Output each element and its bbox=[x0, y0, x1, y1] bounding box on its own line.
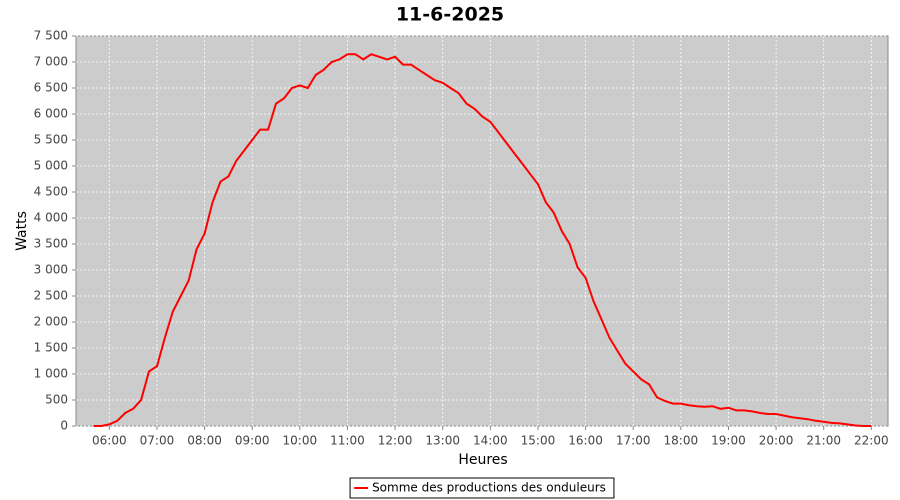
x-tick-label: 22:00 bbox=[854, 434, 889, 448]
data-line bbox=[93, 53, 872, 427]
legend: Somme des productions des onduleurs bbox=[349, 477, 615, 499]
x-tick-label: 19:00 bbox=[711, 434, 746, 448]
x-tick-label: 21:00 bbox=[806, 434, 841, 448]
x-tick-label: 17:00 bbox=[616, 434, 651, 448]
y-tick-label: 7 500 bbox=[34, 29, 68, 43]
y-axis-label: Watts bbox=[14, 211, 30, 251]
x-tick-label: 14:00 bbox=[473, 434, 508, 448]
y-tick-label: 500 bbox=[45, 393, 68, 407]
y-tick-label: 4 000 bbox=[34, 211, 68, 225]
y-tick-label: 0 bbox=[60, 419, 68, 433]
y-tick-label: 5 500 bbox=[34, 133, 68, 147]
y-tick-label: 2 000 bbox=[34, 315, 68, 329]
x-tick-label: 16:00 bbox=[568, 434, 603, 448]
y-tick-label: 3 500 bbox=[34, 237, 68, 251]
y-tick-label: 5 000 bbox=[34, 159, 68, 173]
legend-box bbox=[349, 477, 615, 499]
y-tick-label: 1 000 bbox=[34, 367, 68, 381]
x-tick-label: 07:00 bbox=[140, 434, 175, 448]
x-tick-label: 13:00 bbox=[425, 434, 460, 448]
x-tick-label: 20:00 bbox=[759, 434, 794, 448]
y-tick-label: 4 500 bbox=[34, 185, 68, 199]
x-tick-label: 06:00 bbox=[92, 434, 127, 448]
y-tick-label: 1 500 bbox=[34, 341, 68, 355]
chart-title: 11-6-2025 bbox=[396, 4, 504, 26]
legend-label: Somme des productions des onduleurs bbox=[372, 481, 606, 495]
y-tick-label: 3 000 bbox=[34, 263, 68, 277]
x-tick-label: 11:00 bbox=[330, 434, 365, 448]
x-tick-label: 09:00 bbox=[235, 434, 270, 448]
y-tick-label: 2 500 bbox=[34, 289, 68, 303]
y-tick-label: 6 500 bbox=[34, 81, 68, 95]
x-tick-label: 12:00 bbox=[378, 434, 413, 448]
plot-area bbox=[75, 35, 889, 427]
x-tick-label: 08:00 bbox=[187, 434, 222, 448]
x-tick-label: 10:00 bbox=[283, 434, 318, 448]
x-tick-label: 15:00 bbox=[521, 434, 556, 448]
x-axis-label: Heures bbox=[458, 452, 507, 468]
x-tick-label: 18:00 bbox=[664, 434, 699, 448]
y-tick-label: 6 000 bbox=[34, 107, 68, 121]
y-tick-label: 7 000 bbox=[34, 55, 68, 69]
